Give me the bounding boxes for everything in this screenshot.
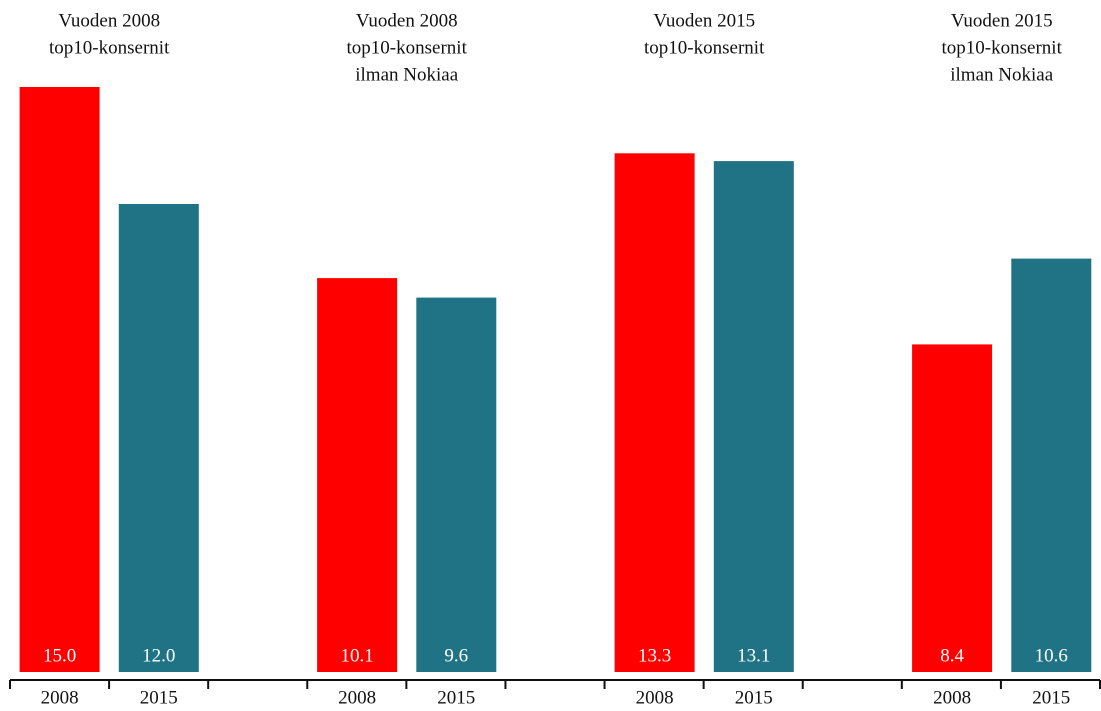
x-tick-label: 2008 (41, 687, 79, 708)
value-label: 8.4 (940, 645, 964, 666)
group-title: Vuoden 2008 (356, 10, 458, 31)
bar (1011, 258, 1092, 672)
x-tick-label: 2015 (735, 687, 773, 708)
value-label: 15.0 (43, 645, 76, 666)
value-label: 13.1 (737, 645, 770, 666)
value-label: 12.0 (142, 645, 175, 666)
value-label: 13.3 (638, 645, 671, 666)
x-tick-label: 2015 (437, 687, 475, 708)
x-tick-label: 2008 (636, 687, 674, 708)
bar (912, 344, 993, 672)
value-label: 9.6 (444, 645, 468, 666)
bar (416, 297, 497, 672)
group-title: top10-konsernit (942, 37, 1063, 58)
x-tick-label: 2008 (933, 687, 971, 708)
x-tick-label: 2015 (1032, 687, 1070, 708)
group-title: Vuoden 2015 (951, 10, 1053, 31)
bar (713, 161, 794, 672)
value-label: 10.1 (340, 645, 373, 666)
group-title: Vuoden 2008 (58, 10, 160, 31)
x-tick-label: 2015 (140, 687, 178, 708)
value-label: 10.6 (1035, 645, 1068, 666)
bar (614, 153, 695, 673)
group-title: ilman Nokiaa (950, 64, 1053, 85)
x-tick-label: 2008 (338, 687, 376, 708)
group-title: Vuoden 2015 (653, 10, 755, 31)
group-title: top10-konsernit (644, 37, 765, 58)
bar (317, 278, 398, 672)
bar (118, 204, 199, 672)
group-title: top10-konsernit (347, 37, 468, 58)
group-title: top10-konsernit (49, 37, 170, 58)
bar (19, 87, 100, 672)
group-title: ilman Nokiaa (355, 64, 458, 85)
